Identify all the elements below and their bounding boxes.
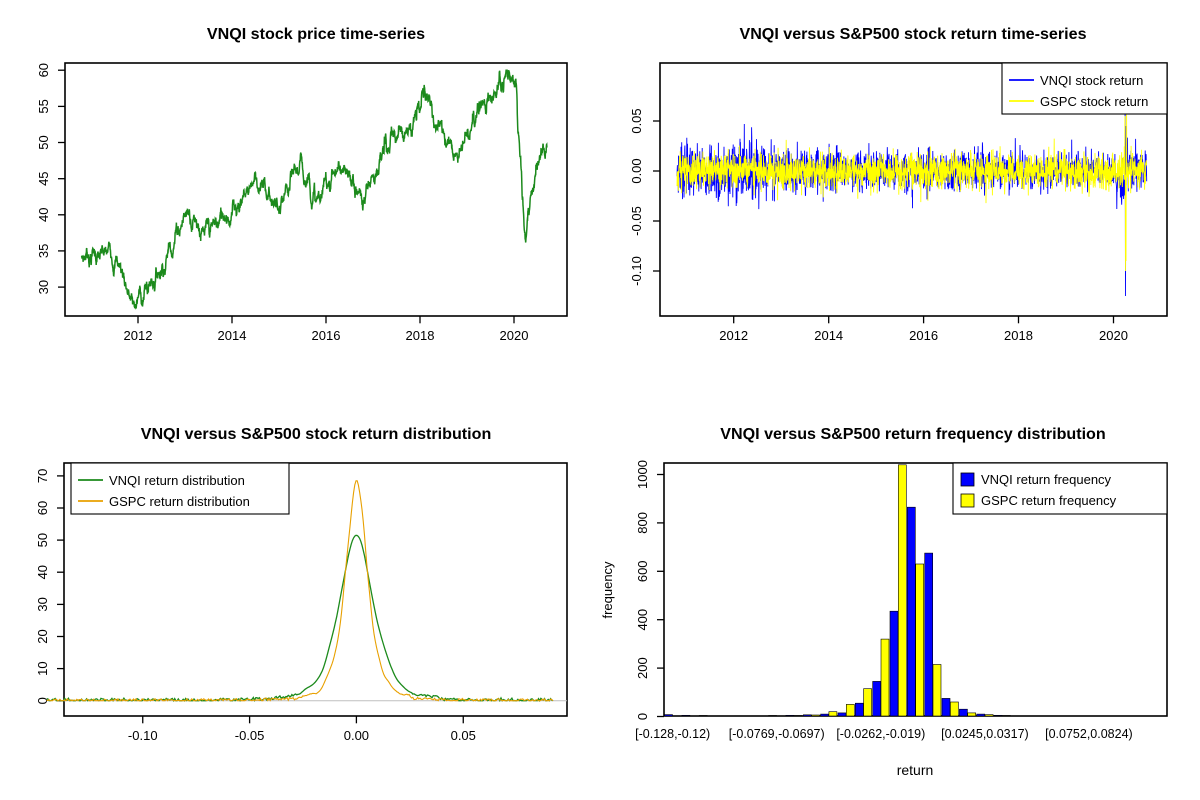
svg-text:70: 70 xyxy=(35,469,50,483)
svg-text:VNQI versus S&P500 stock retur: VNQI versus S&P500 stock return distribu… xyxy=(141,425,492,443)
svg-text:VNQI stock price time-series: VNQI stock price time-series xyxy=(207,25,425,43)
svg-text:30: 30 xyxy=(35,597,50,611)
svg-text:0.00: 0.00 xyxy=(344,728,369,743)
svg-text:VNQI versus S&P500 stock retur: VNQI versus S&P500 stock return time-ser… xyxy=(739,25,1086,43)
svg-text:VNQI return distribution: VNQI return distribution xyxy=(109,473,245,488)
svg-text:20: 20 xyxy=(35,629,50,643)
svg-text:VNQI return frequency: VNQI return frequency xyxy=(981,472,1112,487)
svg-text:2012: 2012 xyxy=(719,328,748,343)
svg-text:[-0.0769,-0.0697): [-0.0769,-0.0697) xyxy=(729,727,825,741)
svg-text:[-0.128,-0.12): [-0.128,-0.12) xyxy=(635,727,710,741)
svg-text:600: 600 xyxy=(635,560,650,582)
svg-text:-0.10: -0.10 xyxy=(629,256,644,286)
svg-text:40: 40 xyxy=(35,565,50,579)
svg-text:-0.05: -0.05 xyxy=(629,206,644,236)
svg-text:2018: 2018 xyxy=(406,328,435,343)
svg-text:0.05: 0.05 xyxy=(451,728,476,743)
svg-text:2016: 2016 xyxy=(312,328,341,343)
svg-text:[0.0245,0.0317): [0.0245,0.0317) xyxy=(941,727,1029,741)
svg-text:2020: 2020 xyxy=(1099,328,1128,343)
svg-text:200: 200 xyxy=(635,657,650,679)
svg-text:[-0.0262,-0.019): [-0.0262,-0.019) xyxy=(836,727,925,741)
svg-text:0.00: 0.00 xyxy=(629,158,644,183)
svg-text:50: 50 xyxy=(36,135,51,149)
svg-text:-0.05: -0.05 xyxy=(235,728,265,743)
svg-text:30: 30 xyxy=(36,280,51,294)
svg-text:-0.10: -0.10 xyxy=(128,728,158,743)
svg-text:40: 40 xyxy=(36,208,51,222)
svg-text:55: 55 xyxy=(36,99,51,113)
svg-text:2016: 2016 xyxy=(909,328,938,343)
svg-text:60: 60 xyxy=(35,501,50,515)
svg-text:10: 10 xyxy=(35,661,50,675)
svg-text:VNQI stock return: VNQI stock return xyxy=(1040,73,1143,88)
svg-text:60: 60 xyxy=(36,63,51,77)
svg-text:2012: 2012 xyxy=(124,328,153,343)
svg-text:0: 0 xyxy=(635,713,650,720)
svg-text:400: 400 xyxy=(635,609,650,631)
svg-text:VNQI versus S&P500 return freq: VNQI versus S&P500 return frequency dist… xyxy=(720,425,1105,443)
svg-text:GSPC stock return: GSPC stock return xyxy=(1040,94,1148,109)
svg-text:2020: 2020 xyxy=(500,328,529,343)
svg-text:45: 45 xyxy=(36,171,51,185)
svg-text:800: 800 xyxy=(635,512,650,534)
svg-text:0.05: 0.05 xyxy=(629,108,644,133)
svg-text:2014: 2014 xyxy=(218,328,247,343)
svg-text:35: 35 xyxy=(36,244,51,258)
svg-text:50: 50 xyxy=(35,533,50,547)
svg-text:2014: 2014 xyxy=(814,328,843,343)
svg-text:[0.0752,0.0824): [0.0752,0.0824) xyxy=(1045,727,1133,741)
svg-text:return: return xyxy=(897,762,934,778)
svg-text:GSPC return distribution: GSPC return distribution xyxy=(109,494,250,509)
svg-text:GSPC return frequency: GSPC return frequency xyxy=(981,493,1117,508)
svg-text:frequency: frequency xyxy=(600,561,615,619)
svg-text:2018: 2018 xyxy=(1004,328,1033,343)
svg-text:1000: 1000 xyxy=(635,460,650,489)
